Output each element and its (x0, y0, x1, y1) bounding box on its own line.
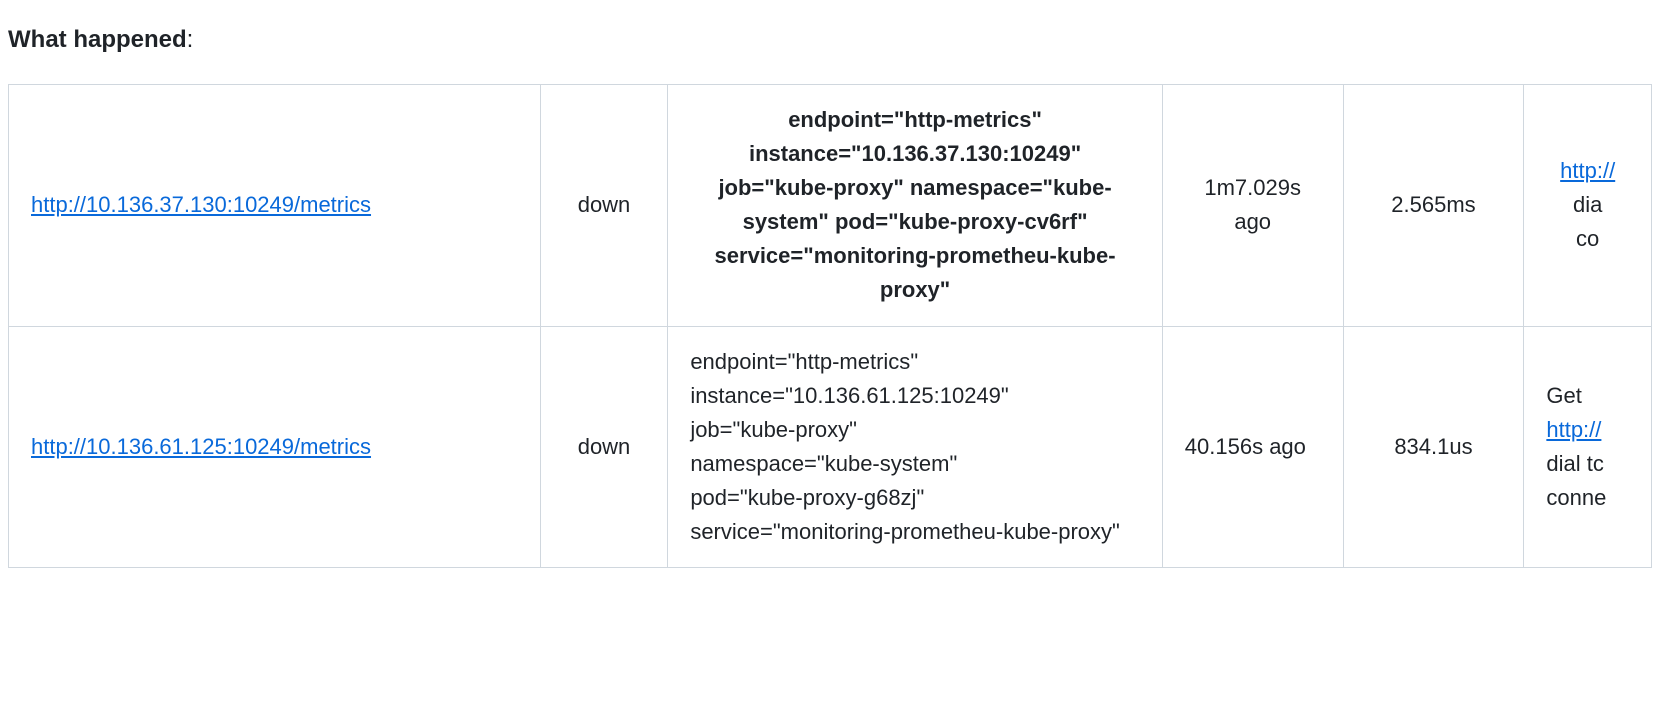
cell-state: down (540, 326, 668, 568)
section-heading: What happened: (8, 26, 1652, 54)
cell-endpoint: http://10.136.37.130:10249/metrics (9, 85, 541, 327)
cell-age: 1m7.029s ago (1162, 85, 1343, 327)
targets-table: http://10.136.37.130:10249/metrics down … (8, 84, 1652, 568)
cell-endpoint: http://10.136.61.125:10249/metrics (9, 326, 541, 568)
heading-colon: : (187, 26, 194, 53)
error-text-2: co (1546, 222, 1629, 256)
error-text-1: dial tc (1546, 447, 1629, 481)
cell-duration: 834.1us (1343, 326, 1524, 568)
cell-state: down (540, 85, 668, 327)
labels-text: endpoint="http-metrics" instance="10.136… (690, 345, 1139, 550)
error-link[interactable]: http:// (1560, 158, 1615, 183)
cell-age: 40.156s ago (1162, 326, 1343, 568)
table-row: http://10.136.37.130:10249/metrics down … (9, 85, 1652, 327)
cell-duration: 2.565ms (1343, 85, 1524, 327)
cell-error: Get http:// dial tc conne (1524, 326, 1652, 568)
endpoint-link[interactable]: http://10.136.37.130:10249/metrics (31, 192, 371, 217)
heading-text: What happened (8, 26, 187, 53)
table-row: http://10.136.61.125:10249/metrics down … (9, 326, 1652, 568)
error-text-2: conne (1546, 481, 1629, 515)
cell-labels: endpoint="http-metrics" instance="10.136… (668, 326, 1162, 568)
error-prefix: Get (1546, 379, 1629, 413)
cell-labels: endpoint="http-metrics" instance="10.136… (668, 85, 1162, 327)
error-text-1: dia (1546, 188, 1629, 222)
labels-text: endpoint="http-metrics" instance="10.136… (690, 103, 1139, 308)
error-link[interactable]: http:// (1546, 417, 1601, 442)
endpoint-link[interactable]: http://10.136.61.125:10249/metrics (31, 434, 371, 459)
cell-error: http:// dia co (1524, 85, 1652, 327)
